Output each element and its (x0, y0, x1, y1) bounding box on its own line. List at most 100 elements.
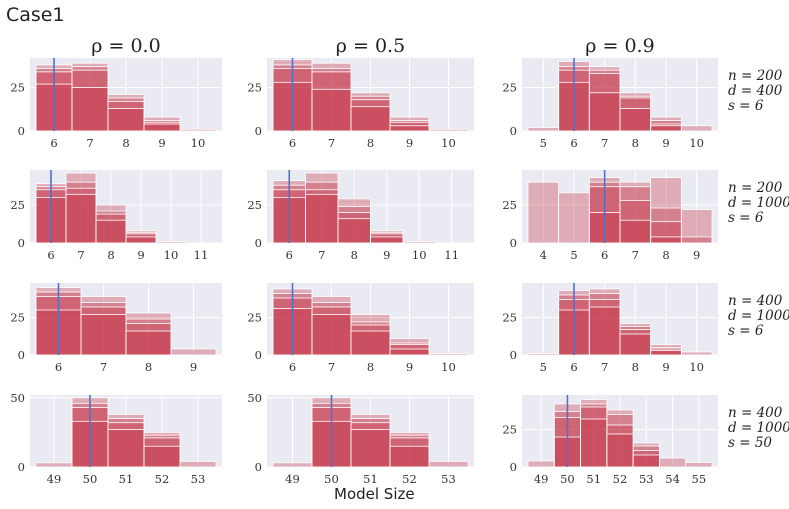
histogram-bar (588, 73, 621, 132)
histogram-bar (619, 219, 652, 244)
x-tick-label: 53 (441, 472, 456, 486)
histogram-bar (680, 236, 713, 244)
x-tick-label: 50 (560, 472, 575, 486)
histogram-bar (311, 62, 352, 132)
x-tick-label: 49 (285, 472, 300, 486)
x-tick-label: 6 (55, 360, 62, 374)
x-tick-label: 6 (570, 360, 577, 374)
row-param-d: d = 1000 (728, 420, 789, 436)
row-param-n: n = 200 (728, 68, 783, 84)
x-tick-label: 9 (662, 360, 669, 374)
histogram-bar (179, 461, 217, 468)
column-title: ρ = 0.0 (91, 35, 160, 57)
histogram-bar (311, 314, 352, 356)
x-tick-label: 9 (383, 248, 390, 262)
y-tick-label: 25 (10, 311, 25, 325)
subplot-panel: 0 25 6 7 8 9 10 (247, 283, 474, 374)
histogram-bar (428, 128, 469, 132)
histogram-bar (580, 403, 608, 468)
y-tick-label: 50 (10, 391, 25, 405)
histogram-bar (107, 413, 145, 468)
histogram-bar (305, 189, 339, 244)
y-tick-label: 0 (18, 124, 25, 138)
x-tick-label: 7 (328, 360, 335, 374)
x-tick-label: 6 (47, 248, 54, 262)
x-tick-label: 11 (444, 248, 459, 262)
x-tick-label: 50 (324, 472, 339, 486)
histogram-bar (143, 123, 181, 132)
x-tick-label: 9 (190, 360, 197, 374)
x-tick-label: 8 (351, 248, 358, 262)
x-tick-label: 6 (286, 248, 293, 262)
x-tick-label: 53 (191, 472, 206, 486)
subplot-panel: 0 25 6 7 8 9 10 (247, 58, 474, 150)
histogram-bar (337, 218, 371, 244)
x-tick-label: 8 (632, 360, 639, 374)
y-tick-label: 25 (247, 81, 262, 95)
histogram-bar (580, 406, 608, 468)
histogram-bar (527, 127, 560, 132)
y-tick-label: 25 (10, 81, 25, 95)
x-tick-label: 6 (50, 136, 57, 150)
x-tick-label: 8 (662, 248, 669, 262)
subplot-panel: 0 25 4 5 6 7 8 9 (502, 170, 718, 262)
y-tick-label: 25 (502, 423, 517, 437)
x-tick-label: 6 (601, 248, 608, 262)
subplot-panel: 0 25 6 7 8 9 10 11 (247, 170, 474, 262)
histogram-bar (305, 193, 339, 244)
y-tick-label: 25 (247, 311, 262, 325)
y-tick-label: 0 (255, 460, 262, 474)
histogram-bar (650, 350, 682, 356)
x-tick-label: 5 (570, 248, 577, 262)
x-tick-label: 7 (328, 136, 335, 150)
histogram-bar (65, 181, 97, 244)
histogram-bar (350, 413, 391, 468)
histogram-bar (370, 236, 404, 244)
histogram-bar (588, 92, 621, 132)
x-tick-label: 5 (540, 360, 547, 374)
y-tick-label: 0 (18, 460, 25, 474)
x-tick-label: 51 (363, 472, 378, 486)
x-axis-label: Model Size (334, 485, 415, 503)
x-tick-label: 6 (289, 136, 296, 150)
x-tick-label: 10 (689, 360, 704, 374)
y-tick-label: 25 (502, 81, 517, 95)
histogram-bar (311, 68, 352, 132)
x-tick-label: 9 (406, 360, 413, 374)
x-tick-label: 5 (540, 136, 547, 150)
histogram-bar (170, 348, 217, 356)
histogram-bar (389, 125, 430, 132)
histogram-bar (680, 125, 713, 132)
histogram-bar (619, 186, 652, 244)
x-tick-label: 53 (639, 472, 654, 486)
row-param-s: s = 6 (728, 210, 764, 226)
subplot-panel: 0 25 6 7 8 9 10 11 (10, 170, 222, 262)
x-tick-label: 8 (367, 360, 374, 374)
row-param-s: s = 6 (728, 98, 764, 114)
histogram-bar (606, 433, 634, 468)
histogram-bar (350, 106, 391, 132)
y-tick-label: 25 (10, 198, 25, 212)
x-tick-label: 7 (318, 248, 325, 262)
histogram-bar (107, 97, 145, 132)
column-title: ρ = 0.9 (585, 35, 654, 57)
x-tick-label: 10 (441, 136, 456, 150)
histogram-bar (527, 353, 560, 356)
x-tick-label: 10 (412, 248, 427, 262)
histogram-bar (428, 461, 469, 468)
x-tick-label: 52 (613, 472, 628, 486)
x-tick-label: 10 (164, 248, 179, 262)
x-tick-label: 52 (155, 472, 170, 486)
subplot-panel: 0 50 49 50 51 52 53 (10, 391, 222, 486)
subplot-panel: 0 25 6 7 8 9 10 (10, 58, 222, 150)
histogram-bar (107, 429, 145, 468)
histogram-bar (95, 219, 127, 244)
histogram-bar (143, 437, 181, 468)
histogram-bar (337, 212, 371, 244)
x-tick-label: 10 (689, 136, 704, 150)
histogram-bar (389, 348, 430, 356)
histogram-bar (402, 241, 436, 244)
row-param-n: n = 400 (728, 405, 783, 421)
x-tick-label: 49 (47, 472, 62, 486)
